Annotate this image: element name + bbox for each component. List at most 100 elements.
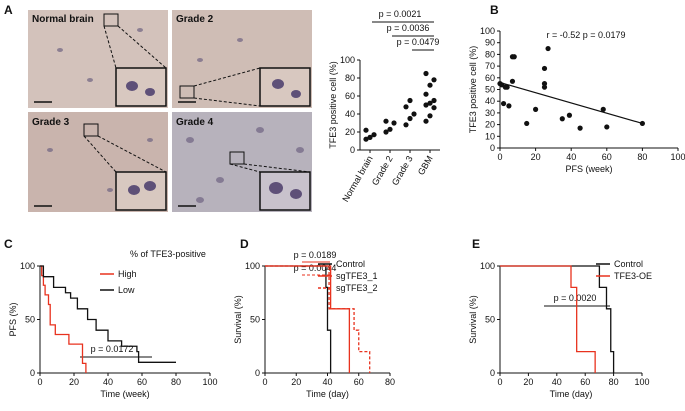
- x-tick-label: 40: [552, 377, 562, 387]
- tile-label: Grade 3: [32, 117, 70, 128]
- dot: [500, 100, 507, 107]
- x-tick-label: 20: [531, 152, 541, 162]
- annotation: p = 0.0020: [554, 293, 597, 303]
- panel-label: A: [4, 3, 13, 17]
- panel-label: D: [240, 237, 249, 251]
- x-tick-label: 80: [171, 377, 181, 387]
- x-tick-label: 100: [670, 152, 685, 162]
- dot: [427, 100, 433, 106]
- x-axis-label: Time (day): [550, 389, 593, 399]
- inset-cells: [126, 79, 302, 199]
- y-tick-label: 0: [490, 143, 495, 153]
- dot: [423, 118, 429, 124]
- legend-label: Low: [118, 285, 135, 295]
- panel-label: E: [472, 237, 480, 251]
- dot: [431, 77, 437, 83]
- annotation: p = 0.0021: [379, 9, 422, 19]
- dot: [559, 116, 565, 122]
- tile-label: Grade 2: [176, 14, 214, 25]
- y-tick-label: 90: [485, 38, 495, 48]
- dot: [431, 97, 437, 104]
- x-tick-label: 20: [69, 377, 79, 387]
- y-tick-label: 40: [345, 109, 355, 119]
- x-axis-label: PFS (week): [565, 164, 612, 174]
- x-tick-label: 80: [385, 377, 395, 387]
- trend-line: [499, 81, 643, 125]
- x-tick-label: 60: [354, 377, 364, 387]
- dot: [423, 91, 429, 97]
- y-axis-label: Survival (%): [233, 295, 243, 344]
- x-tick-label: 40: [566, 152, 576, 162]
- annotation: p = 0.0044: [294, 263, 337, 273]
- x-tick-label: 40: [103, 377, 113, 387]
- x-tick-label: 0: [497, 152, 502, 162]
- legend-label: sgTFE3_2: [336, 283, 378, 293]
- x-tick-label: GBM: [416, 154, 435, 177]
- panel-label: B: [490, 3, 499, 17]
- tile-label: Grade 4: [176, 117, 214, 128]
- annotation: p = 0.0172: [91, 344, 134, 354]
- legend-label: High: [118, 269, 137, 279]
- dot: [511, 54, 517, 60]
- dot: [427, 82, 433, 88]
- y-tick-label: 20: [485, 120, 495, 130]
- dot: [383, 129, 389, 135]
- dot: [504, 84, 510, 90]
- x-axis-label: Time (week): [100, 389, 149, 399]
- dot: [431, 105, 437, 111]
- dot: [411, 111, 417, 117]
- dot: [367, 134, 373, 140]
- annotation: r = -0.52 p = 0.0179: [546, 30, 625, 40]
- y-tick-label: 100: [340, 55, 355, 65]
- survival-curve: [265, 265, 371, 373]
- dot: [383, 118, 389, 124]
- dot: [407, 115, 413, 122]
- dot: [423, 102, 429, 108]
- survival-curve: [265, 265, 351, 373]
- y-axis-label: Survival (%): [468, 295, 478, 344]
- y-axis-label: TFE3 positive cell (%): [468, 46, 478, 134]
- dot: [391, 120, 397, 126]
- y-tick-label: 0: [30, 368, 35, 378]
- y-tick-label: 50: [485, 315, 495, 325]
- x-tick-label: 100: [202, 377, 217, 387]
- x-axis-label: Time (day): [306, 389, 349, 399]
- x-tick-label: 20: [523, 377, 533, 387]
- legend-label: TFE3-OE: [614, 271, 652, 281]
- y-tick-label: 10: [485, 131, 495, 141]
- panel-label: C: [4, 237, 13, 251]
- x-tick-label: 80: [637, 152, 647, 162]
- dot: [533, 106, 539, 112]
- y-tick-label: 80: [485, 49, 495, 59]
- dot: [403, 122, 409, 128]
- legend-label: sgTFE3_1: [336, 271, 378, 281]
- dot: [427, 113, 433, 119]
- dot: [387, 126, 393, 132]
- survival-curve: [500, 265, 615, 373]
- x-tick-label: 0: [497, 377, 502, 387]
- dot: [541, 84, 548, 90]
- y-tick-label: 100: [480, 26, 495, 36]
- x-tick-label: 20: [291, 377, 301, 387]
- x-tick-label: 60: [602, 152, 612, 162]
- y-tick-label: 30: [485, 108, 495, 118]
- y-axis-label: TFE3 positive cell (%): [328, 61, 338, 149]
- y-tick-label: 100: [245, 261, 260, 271]
- scale-bars: [34, 101, 196, 207]
- annotation: p = 0.0036: [387, 23, 430, 33]
- y-tick-label: 100: [480, 261, 495, 271]
- survival-curve: [265, 265, 332, 373]
- dot: [363, 136, 369, 142]
- x-tick-label: 60: [137, 377, 147, 387]
- y-tick-label: 80: [345, 73, 355, 83]
- image-panel: A Normal brain Grade 2 Grade 3 Grade 4: [4, 3, 312, 212]
- y-tick-label: 0: [350, 145, 355, 155]
- dot: [524, 120, 530, 127]
- dot: [545, 45, 551, 52]
- dot: [423, 70, 429, 77]
- survival-curve: [40, 265, 87, 373]
- x-tick-label: 100: [634, 377, 649, 387]
- dot: [403, 104, 409, 110]
- insets: [83, 13, 311, 211]
